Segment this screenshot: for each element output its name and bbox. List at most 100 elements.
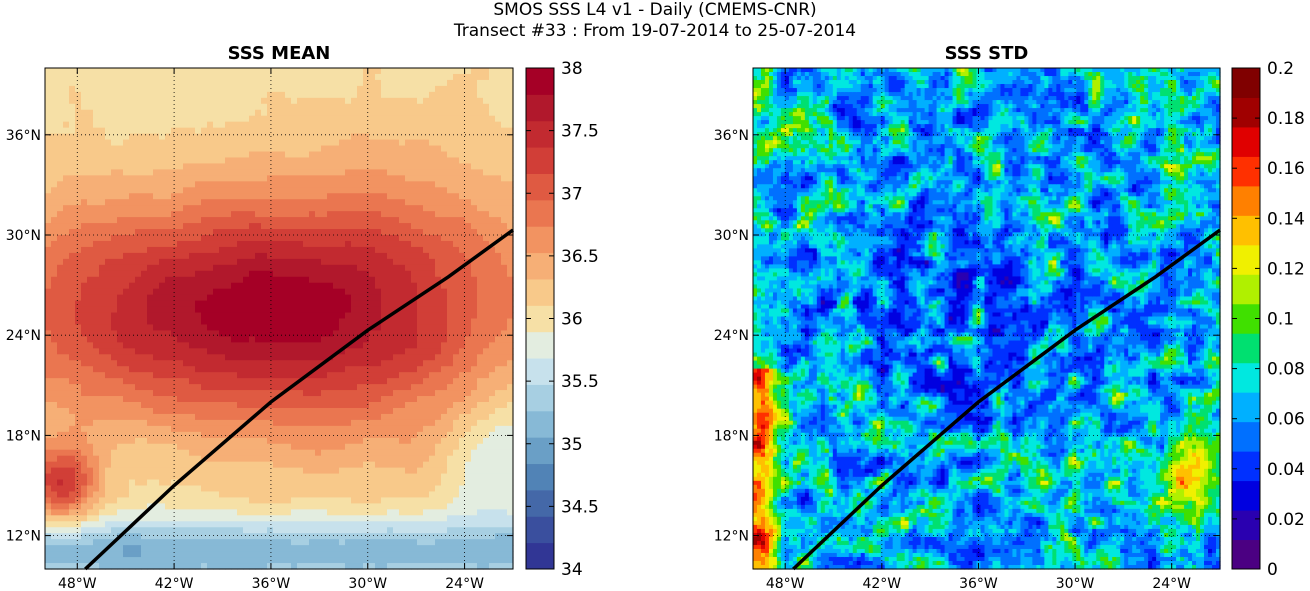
heatmap-cell bbox=[111, 128, 118, 135]
heatmap-cell bbox=[249, 283, 256, 290]
heatmap-cell bbox=[387, 354, 394, 361]
heatmap-cell bbox=[327, 289, 334, 296]
heatmap-cell bbox=[237, 342, 244, 349]
heatmap-cell bbox=[105, 509, 112, 516]
heatmap-cell bbox=[339, 521, 346, 528]
heatmap-cell bbox=[285, 223, 292, 230]
heatmap-cell bbox=[105, 199, 112, 206]
heatmap-cell bbox=[213, 277, 220, 284]
heatmap-cell bbox=[99, 450, 106, 457]
heatmap-cell bbox=[153, 557, 160, 564]
heatmap-cell bbox=[141, 372, 148, 379]
heatmap-cell bbox=[45, 98, 52, 105]
heatmap-cell bbox=[363, 140, 370, 147]
heatmap-cell bbox=[387, 104, 394, 111]
heatmap-cell bbox=[153, 348, 160, 355]
heatmap-cell bbox=[111, 146, 118, 153]
heatmap-cell bbox=[285, 396, 292, 403]
heatmap-cell bbox=[45, 104, 52, 111]
heatmap-cell bbox=[93, 313, 100, 320]
heatmap-cell bbox=[135, 384, 142, 391]
heatmap-cell bbox=[111, 354, 118, 361]
heatmap-cell bbox=[63, 313, 70, 320]
heatmap-cell bbox=[93, 199, 100, 206]
heatmap-cell bbox=[75, 426, 82, 433]
heatmap-cell bbox=[93, 497, 100, 504]
heatmap-cell bbox=[285, 205, 292, 212]
heatmap-cell bbox=[225, 295, 232, 302]
heatmap-cell bbox=[99, 313, 106, 320]
heatmap-cell bbox=[177, 533, 184, 540]
heatmap-cell bbox=[261, 480, 268, 487]
heatmap-cell bbox=[123, 474, 130, 481]
heatmap-cell bbox=[393, 450, 400, 457]
heatmap-cell bbox=[255, 157, 262, 164]
heatmap-cell bbox=[195, 74, 202, 81]
heatmap-cell bbox=[273, 199, 280, 206]
heatmap-cell bbox=[225, 80, 232, 87]
heatmap-cell bbox=[147, 336, 154, 343]
heatmap-cell bbox=[87, 175, 94, 182]
heatmap-cell bbox=[267, 330, 274, 337]
heatmap-cell bbox=[237, 163, 244, 170]
heatmap-cell bbox=[303, 74, 310, 81]
heatmap-cell bbox=[327, 193, 334, 200]
heatmap-cell bbox=[249, 408, 256, 415]
heatmap-cell bbox=[273, 157, 280, 164]
heatmap-cell bbox=[159, 283, 166, 290]
heatmap-cell bbox=[69, 336, 76, 343]
heatmap-cell bbox=[387, 462, 394, 469]
heatmap-cell bbox=[117, 545, 124, 552]
heatmap-cell bbox=[303, 354, 310, 361]
heatmap-cell bbox=[201, 414, 208, 421]
heatmap-cell bbox=[285, 551, 292, 558]
heatmap-cell bbox=[237, 515, 244, 522]
heatmap-cell bbox=[381, 128, 388, 135]
heatmap-cell bbox=[255, 336, 262, 343]
heatmap-cell bbox=[291, 265, 298, 272]
heatmap-cell bbox=[393, 521, 400, 528]
heatmap-cell bbox=[333, 462, 340, 469]
heatmap-cell bbox=[183, 313, 190, 320]
heatmap-cell bbox=[51, 211, 58, 218]
heatmap-cell bbox=[321, 68, 328, 75]
heatmap-cell bbox=[291, 307, 298, 314]
heatmap-cell bbox=[279, 330, 286, 337]
heatmap-cell bbox=[345, 539, 352, 546]
heatmap-cell bbox=[183, 259, 190, 266]
heatmap-cell bbox=[345, 80, 352, 87]
heatmap-cell bbox=[57, 396, 64, 403]
heatmap-cell bbox=[309, 497, 316, 504]
heatmap-cell bbox=[57, 187, 64, 194]
heatmap-cell bbox=[315, 116, 322, 123]
heatmap-cell bbox=[123, 503, 130, 510]
heatmap-cell bbox=[93, 533, 100, 540]
heatmap-cell bbox=[177, 235, 184, 242]
heatmap-cell bbox=[381, 223, 388, 230]
heatmap-cell bbox=[231, 402, 238, 409]
heatmap-cell bbox=[45, 152, 52, 159]
heatmap-cell bbox=[159, 92, 166, 99]
heatmap-cell bbox=[63, 348, 70, 355]
heatmap-cell bbox=[123, 324, 130, 331]
heatmap-cell bbox=[123, 491, 130, 498]
heatmap-cell bbox=[105, 330, 112, 337]
heatmap-cell bbox=[213, 533, 220, 540]
heatmap-cell bbox=[273, 122, 280, 129]
heatmap-cell bbox=[387, 110, 394, 117]
heatmap-cell bbox=[63, 146, 70, 153]
heatmap-cell bbox=[285, 74, 292, 81]
heatmap-cell bbox=[153, 324, 160, 331]
heatmap-cell bbox=[339, 241, 346, 248]
heatmap-cell bbox=[87, 134, 94, 141]
heatmap-cell bbox=[333, 521, 340, 528]
heatmap-cell bbox=[45, 265, 52, 272]
heatmap-cell bbox=[105, 146, 112, 153]
heatmap-cell bbox=[243, 116, 250, 123]
heatmap-cell bbox=[327, 217, 334, 224]
heatmap-cell bbox=[279, 426, 286, 433]
heatmap-cell bbox=[141, 486, 148, 493]
heatmap-cell bbox=[189, 414, 196, 421]
heatmap-cell bbox=[255, 277, 262, 284]
heatmap-cell bbox=[261, 98, 268, 105]
